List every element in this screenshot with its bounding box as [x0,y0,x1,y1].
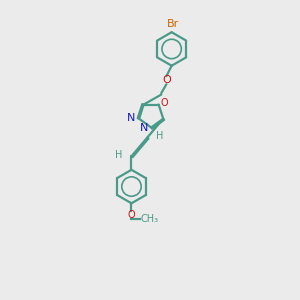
Text: H: H [116,150,123,160]
Text: H: H [156,131,164,141]
Text: O: O [162,75,171,85]
Text: CH₃: CH₃ [141,214,159,224]
Text: O: O [128,210,135,220]
Text: Br: Br [167,19,179,29]
Text: O: O [160,98,168,108]
Text: N: N [127,113,136,123]
Text: N: N [140,123,148,133]
